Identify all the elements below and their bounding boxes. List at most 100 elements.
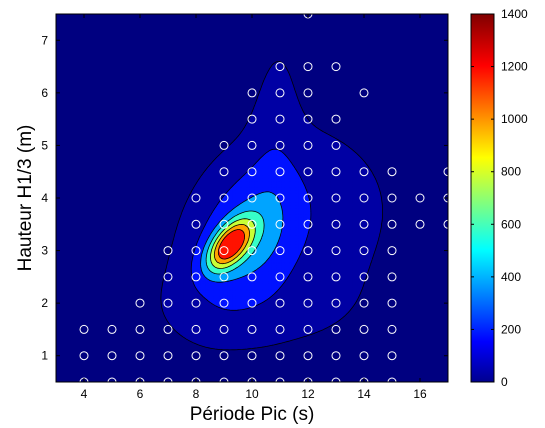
observation-point	[163, 272, 173, 282]
observation-point	[275, 62, 285, 72]
observation-point	[303, 324, 313, 334]
x-axis-label: Période Pic (s)	[190, 404, 315, 425]
observation-point	[331, 62, 341, 72]
observation-point	[247, 272, 257, 282]
colorbar-tick-label: 1400	[501, 7, 528, 21]
observation-point	[107, 351, 117, 361]
colorbar-tick-label: 800	[501, 165, 521, 179]
observation-point	[219, 351, 229, 361]
contour-line-5	[213, 224, 250, 265]
observation-point	[331, 246, 341, 256]
observation-points	[79, 14, 448, 382]
observation-point	[191, 193, 201, 203]
observation-point	[359, 167, 369, 177]
observation-point	[275, 193, 285, 203]
observation-point	[191, 219, 201, 229]
observation-point	[275, 140, 285, 150]
contour-line-2	[200, 191, 284, 283]
observation-point	[219, 377, 229, 382]
observation-point	[359, 298, 369, 308]
observation-point	[163, 246, 173, 256]
colorbar-tick-label: 600	[501, 217, 521, 231]
observation-point	[219, 193, 229, 203]
contour-line-6	[217, 229, 245, 260]
x-tick-label: 8	[193, 387, 200, 401]
observation-point	[107, 377, 117, 382]
observation-point	[219, 219, 229, 229]
observation-point	[303, 219, 313, 229]
observation-point	[415, 219, 425, 229]
observation-point	[247, 298, 257, 308]
observation-point	[359, 351, 369, 361]
observation-point	[303, 114, 313, 124]
contour-line-4	[210, 218, 256, 269]
x-tick-label: 12	[301, 387, 315, 401]
observation-point	[247, 219, 257, 229]
observation-point	[387, 193, 397, 203]
observation-point	[247, 246, 257, 256]
x-tick-label: 10	[245, 387, 259, 401]
y-tick-label: 3	[41, 244, 48, 258]
colorbar-ticks: 0 200 400 600 800 1000 1200 1400	[471, 7, 528, 389]
observation-point	[387, 324, 397, 334]
observation-point	[303, 88, 313, 98]
observation-point	[387, 246, 397, 256]
colorbar-tick-label: 400	[501, 270, 521, 284]
observation-point	[135, 351, 145, 361]
observation-point	[359, 88, 369, 98]
x-tick-label: 6	[137, 387, 144, 401]
x-tick-label: 4	[81, 387, 88, 401]
observation-point	[303, 298, 313, 308]
observation-point	[275, 298, 285, 308]
observation-point	[331, 140, 341, 150]
observation-point	[275, 351, 285, 361]
y-tick-label: 1	[41, 349, 48, 363]
observation-point	[247, 351, 257, 361]
observation-point	[275, 324, 285, 334]
observation-point	[191, 324, 201, 334]
y-axis-label: Hauteur H1/3 (m)	[15, 125, 36, 272]
observation-point	[331, 351, 341, 361]
observation-point	[275, 114, 285, 124]
observation-point	[79, 351, 89, 361]
observation-point	[79, 324, 89, 334]
observation-point	[191, 351, 201, 361]
observation-point	[191, 298, 201, 308]
observation-point	[163, 351, 173, 361]
observation-point	[219, 246, 229, 256]
observation-point	[219, 140, 229, 150]
colorbar-tick-label: 200	[501, 322, 521, 336]
observation-point	[275, 219, 285, 229]
observation-point	[247, 193, 257, 203]
observation-point	[275, 272, 285, 282]
observation-point	[163, 377, 173, 382]
observation-point	[219, 324, 229, 334]
observation-point	[163, 298, 173, 308]
observation-point	[331, 272, 341, 282]
observation-point	[275, 246, 285, 256]
observation-point	[275, 377, 285, 382]
observation-point	[303, 351, 313, 361]
observation-point	[135, 324, 145, 334]
x-axis-ticks: 4 6 8 10 12 14 16	[81, 14, 427, 401]
colorbar-gradient	[470, 13, 495, 383]
observation-point	[387, 272, 397, 282]
observation-point	[303, 62, 313, 72]
observation-point	[303, 193, 313, 203]
observation-point	[387, 351, 397, 361]
observation-point	[219, 272, 229, 282]
y-tick-label: 6	[41, 86, 48, 100]
colorbar-tick-label: 1200	[501, 60, 528, 74]
colorbar: 0 200 400 600 800 1000 1200 1400	[470, 7, 528, 389]
y-tick-label: 2	[41, 296, 48, 310]
observation-point	[331, 324, 341, 334]
observation-point	[275, 88, 285, 98]
y-tick-label: 5	[41, 138, 48, 152]
observation-point	[219, 167, 229, 177]
observation-point	[303, 140, 313, 150]
observation-point	[331, 167, 341, 177]
observation-point	[387, 219, 397, 229]
observation-point	[415, 193, 425, 203]
